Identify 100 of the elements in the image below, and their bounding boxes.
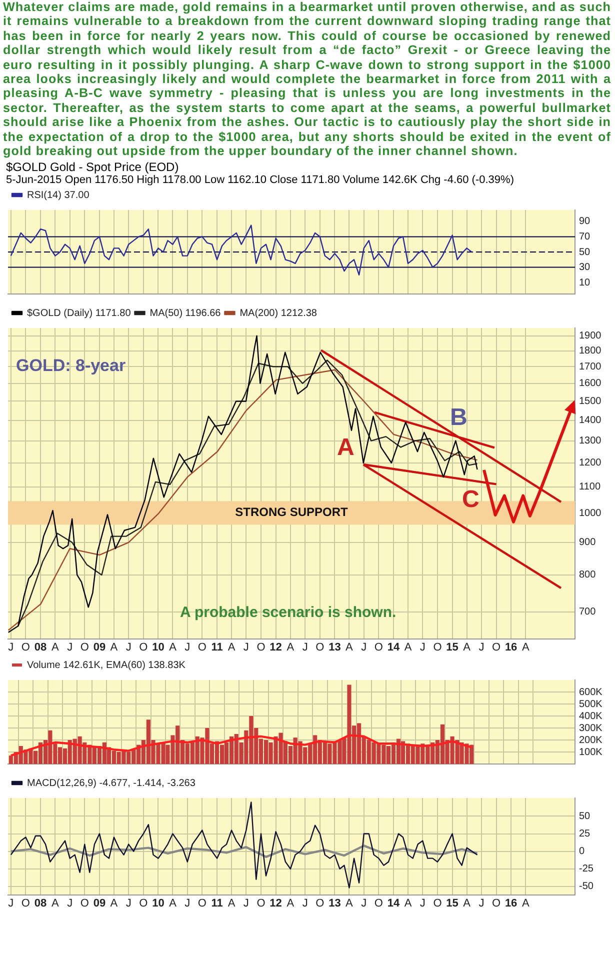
x-tick-label: 15 — [446, 642, 458, 654]
x-tick-label: A — [346, 642, 354, 654]
x-tick-label: J — [302, 898, 308, 910]
x-tick-label: 08 — [34, 898, 47, 910]
x-tick-label: A — [463, 898, 472, 910]
x-tick-label: J — [126, 642, 132, 654]
x-tick-label: O — [433, 898, 442, 910]
y-tick-label: 400K — [579, 711, 603, 722]
y-tick-label: 600K — [579, 687, 603, 698]
annotation: A probable scenario is shown. — [180, 604, 396, 622]
x-tick-label: O — [21, 898, 30, 910]
y-tick-label: -50 — [579, 882, 594, 893]
x-tick-label: 12 — [270, 898, 282, 910]
x-tick-label: J — [420, 898, 426, 910]
y-tick-label: -25 — [579, 864, 594, 876]
x-tick-label: O — [374, 898, 384, 910]
x-tick-label: A — [286, 642, 295, 654]
y-tick-label: 1700 — [579, 362, 602, 373]
legend-label: $GOLD (Daily) 1171.80 — [27, 308, 132, 320]
x-tick-label: O — [139, 642, 148, 654]
y-tick-label: 70 — [579, 232, 591, 243]
x-tick-label: A — [52, 642, 60, 654]
x-tick-label: A — [286, 898, 295, 910]
x-tick-label: A — [110, 898, 118, 910]
y-tick-label: 50 — [579, 247, 591, 258]
x-tick-label: O — [374, 642, 384, 654]
x-tick-label: J — [478, 898, 484, 910]
x-tick-label: 10 — [152, 642, 164, 654]
x-tick-label: J — [302, 642, 308, 654]
x-tick-label: A — [228, 642, 236, 654]
x-tick-label: O — [433, 642, 442, 654]
x-tick-label: O — [256, 898, 266, 910]
chart-title: $GOLD Gold - Spot Price (EOD) — [5, 159, 180, 174]
y-tick-label: 1300 — [579, 436, 602, 447]
x-tick-label: 12 — [270, 642, 282, 654]
x-tick-label: J — [67, 642, 73, 654]
band-label: STRONG SUPPORT — [235, 506, 348, 520]
annotation: C — [462, 486, 480, 514]
y-tick-label: 1500 — [579, 396, 602, 408]
x-tick-label: J — [67, 898, 73, 910]
annotation: GOLD: 8-year — [16, 356, 126, 376]
y-tick-label: 1200 — [579, 458, 602, 470]
y-tick-label: 100K — [579, 747, 603, 758]
y-tick-label: 1400 — [579, 416, 602, 427]
y-tick-label: 25 — [579, 828, 591, 840]
text: Whatever claims are made, gold remains in a bearmarket until proven otherwise, and as such it remains vulnerable to a breakdown from the current downward sloping trading range that has been in force for nearly 2 years now. This could of course be occasioned by renewed dollar strength which would likely result from a “de facto” Grexit - or Greece leaving the euro resulting in it possibly plunging. A sharp C-wave down to strong support in the $1000 area looks increasingly likely and would complete the bearmarket in force from 2011 with a pleasing A-B-C wave symmetry - pleasing that is unless you are long investments in the sector. Thereafter, as the system starts to come apart at the seams, a powerful bullmarket should arise like a Phoenix from the ashes. Our tactic is to cautiously play the short side in the expectation of a drop to the $1000 area, but any shorts should be exited in the event of gold breaking out upside from the upper boundary of the inner channel shown. — [3, 0, 611, 158]
y-tick-label: 30 — [579, 262, 591, 274]
x-tick-label: 14 — [387, 642, 401, 654]
x-tick-label: 13 — [328, 898, 341, 910]
y-tick-label: 900 — [579, 538, 596, 549]
x-tick-label: A — [346, 898, 354, 910]
x-tick-label: A — [522, 898, 530, 910]
x-tick-label: J — [361, 898, 367, 910]
x-tick-label: J — [420, 642, 426, 654]
y-tick-label: 500K — [579, 699, 603, 710]
annotation: B — [450, 404, 468, 432]
x-tick-label: O — [256, 642, 266, 654]
y-tick-label: 1000 — [579, 508, 602, 520]
x-tick-label: J — [184, 642, 190, 654]
legend-label: Volume 142.61K, EMA(60) 138.83K — [27, 660, 186, 672]
x-tick-label: 09 — [93, 898, 106, 910]
x-tick-label: 11 — [211, 642, 223, 654]
y-tick-label: 200K — [579, 735, 603, 746]
x-tick-label: J — [126, 898, 132, 910]
x-tick-label: O — [198, 642, 207, 654]
x-tick-label: J — [243, 898, 249, 910]
legend-label: RSI(14) 37.00 — [27, 190, 90, 202]
x-tick-label: A — [404, 898, 412, 910]
x-tick-label: 14 — [387, 898, 401, 910]
legend-label: MA(200) 1212.38 — [240, 308, 318, 320]
x-tick-label: J — [8, 898, 14, 910]
x-tick-label: A — [110, 642, 118, 654]
x-tick-label: 15 — [446, 898, 458, 910]
y-tick-label: 1800 — [579, 346, 602, 358]
x-tick-label: O — [316, 898, 325, 910]
x-tick-label: A — [228, 898, 236, 910]
y-tick-label: 50 — [579, 811, 591, 822]
legend-label: MACD(12,26,9) -4.677, -1.414, -3.263 — [27, 778, 196, 790]
x-tick-label: O — [492, 642, 501, 654]
x-tick-label: A — [169, 642, 178, 654]
x-tick-label: J — [243, 642, 249, 654]
x-tick-label: O — [80, 642, 90, 654]
x-tick-label: O — [198, 898, 207, 910]
x-tick-label: A — [52, 898, 60, 910]
x-tick-label: A — [463, 642, 472, 654]
y-tick-label: 700 — [579, 607, 596, 618]
y-tick-label: 0 — [579, 846, 585, 858]
x-tick-label: A — [522, 642, 530, 654]
y-tick-label: 90 — [579, 216, 591, 228]
x-tick-label: O — [139, 898, 148, 910]
x-tick-label: O — [316, 642, 325, 654]
x-tick-label: A — [169, 898, 178, 910]
y-tick-label: 1900 — [579, 331, 602, 342]
x-tick-label: J — [478, 642, 484, 654]
x-tick-label: 08 — [34, 642, 47, 654]
x-tick-label: O — [21, 642, 30, 654]
y-tick-label: 10 — [579, 278, 591, 289]
y-tick-label: 800 — [579, 570, 596, 582]
annotation: A — [337, 434, 354, 462]
x-tick-label: O — [492, 898, 501, 910]
